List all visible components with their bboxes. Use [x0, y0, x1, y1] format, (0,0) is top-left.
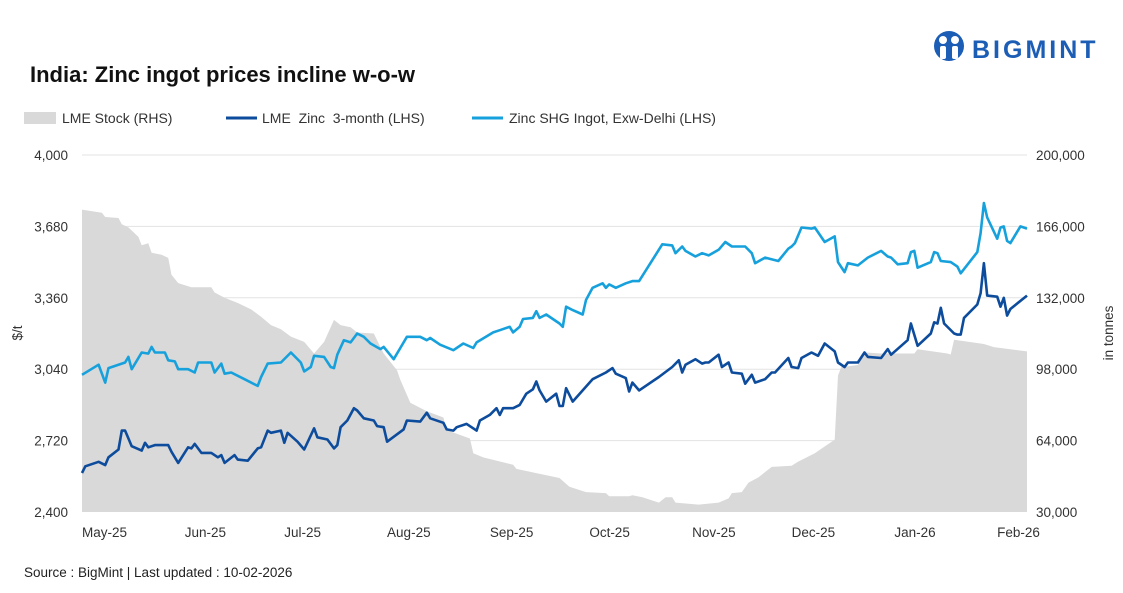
x-tick-label: Oct-25: [589, 525, 630, 540]
source-note: Source : BigMint | Last updated : 10-02-…: [24, 565, 292, 580]
x-tick-label: Jun-25: [185, 525, 226, 540]
left-tick-label: 3,040: [34, 362, 68, 377]
legend-label-stock: LME Stock (RHS): [62, 110, 172, 126]
left-axis-ticks: 2,400 2,720 3,040 3,360 3,680 4,000: [34, 148, 68, 520]
x-tick-label: Feb-26: [997, 525, 1040, 540]
x-axis-ticks: May-25 Jun-25 Jul-25 Aug-25 Sep-25 Oct-25 Nov-…: [82, 525, 1040, 540]
right-axis-ticks: 30,000 64,000 98,000 132,000 166,000 200,000: [1036, 148, 1085, 520]
right-tick-label: 166,000: [1036, 219, 1085, 234]
x-tick-label: Sep-25: [490, 525, 534, 540]
left-tick-label: 2,400: [34, 505, 68, 520]
right-axis-label: in tonnes: [1101, 305, 1116, 360]
x-tick-label: Dec-25: [792, 525, 836, 540]
series-line-zinc-shg: [81, 201, 1028, 388]
x-tick-label: May-25: [82, 525, 127, 540]
logo-text: BIGMINT: [972, 36, 1099, 64]
x-tick-label: Aug-25: [387, 525, 431, 540]
left-tick-label: 4,000: [34, 148, 68, 163]
left-tick-label: 3,360: [34, 291, 68, 306]
x-tick-label: Jul-25: [284, 525, 321, 540]
legend-label-lme: LME Zinc 3-month (LHS): [262, 110, 425, 126]
legend-label-shg: Zinc SHG Ingot, Exw-Delhi (LHS): [509, 110, 716, 126]
legend: LME Stock (RHS) LME Zinc 3-month (LHS) Z…: [24, 110, 716, 126]
series-line-lme-zinc: [80, 261, 1028, 474]
left-tick-label: 3,680: [34, 219, 68, 234]
right-tick-label: 132,000: [1036, 291, 1085, 306]
logo: BIGMINT: [934, 31, 1099, 64]
right-tick-label: 30,000: [1036, 505, 1077, 520]
left-axis-label: $/t: [10, 325, 25, 340]
right-tick-label: 98,000: [1036, 362, 1077, 377]
right-tick-label: 200,000: [1036, 148, 1085, 163]
legend-swatch-stock: [24, 112, 56, 124]
x-tick-label: Jan-26: [894, 525, 935, 540]
left-tick-label: 2,720: [34, 434, 68, 449]
logo-people-icon: [934, 31, 964, 61]
right-tick-label: 64,000: [1036, 434, 1077, 449]
x-tick-label: Nov-25: [692, 525, 736, 540]
chart-title: India: Zinc ingot prices incline w-o-w: [30, 62, 416, 87]
price-lines-layer: [80, 201, 1028, 474]
